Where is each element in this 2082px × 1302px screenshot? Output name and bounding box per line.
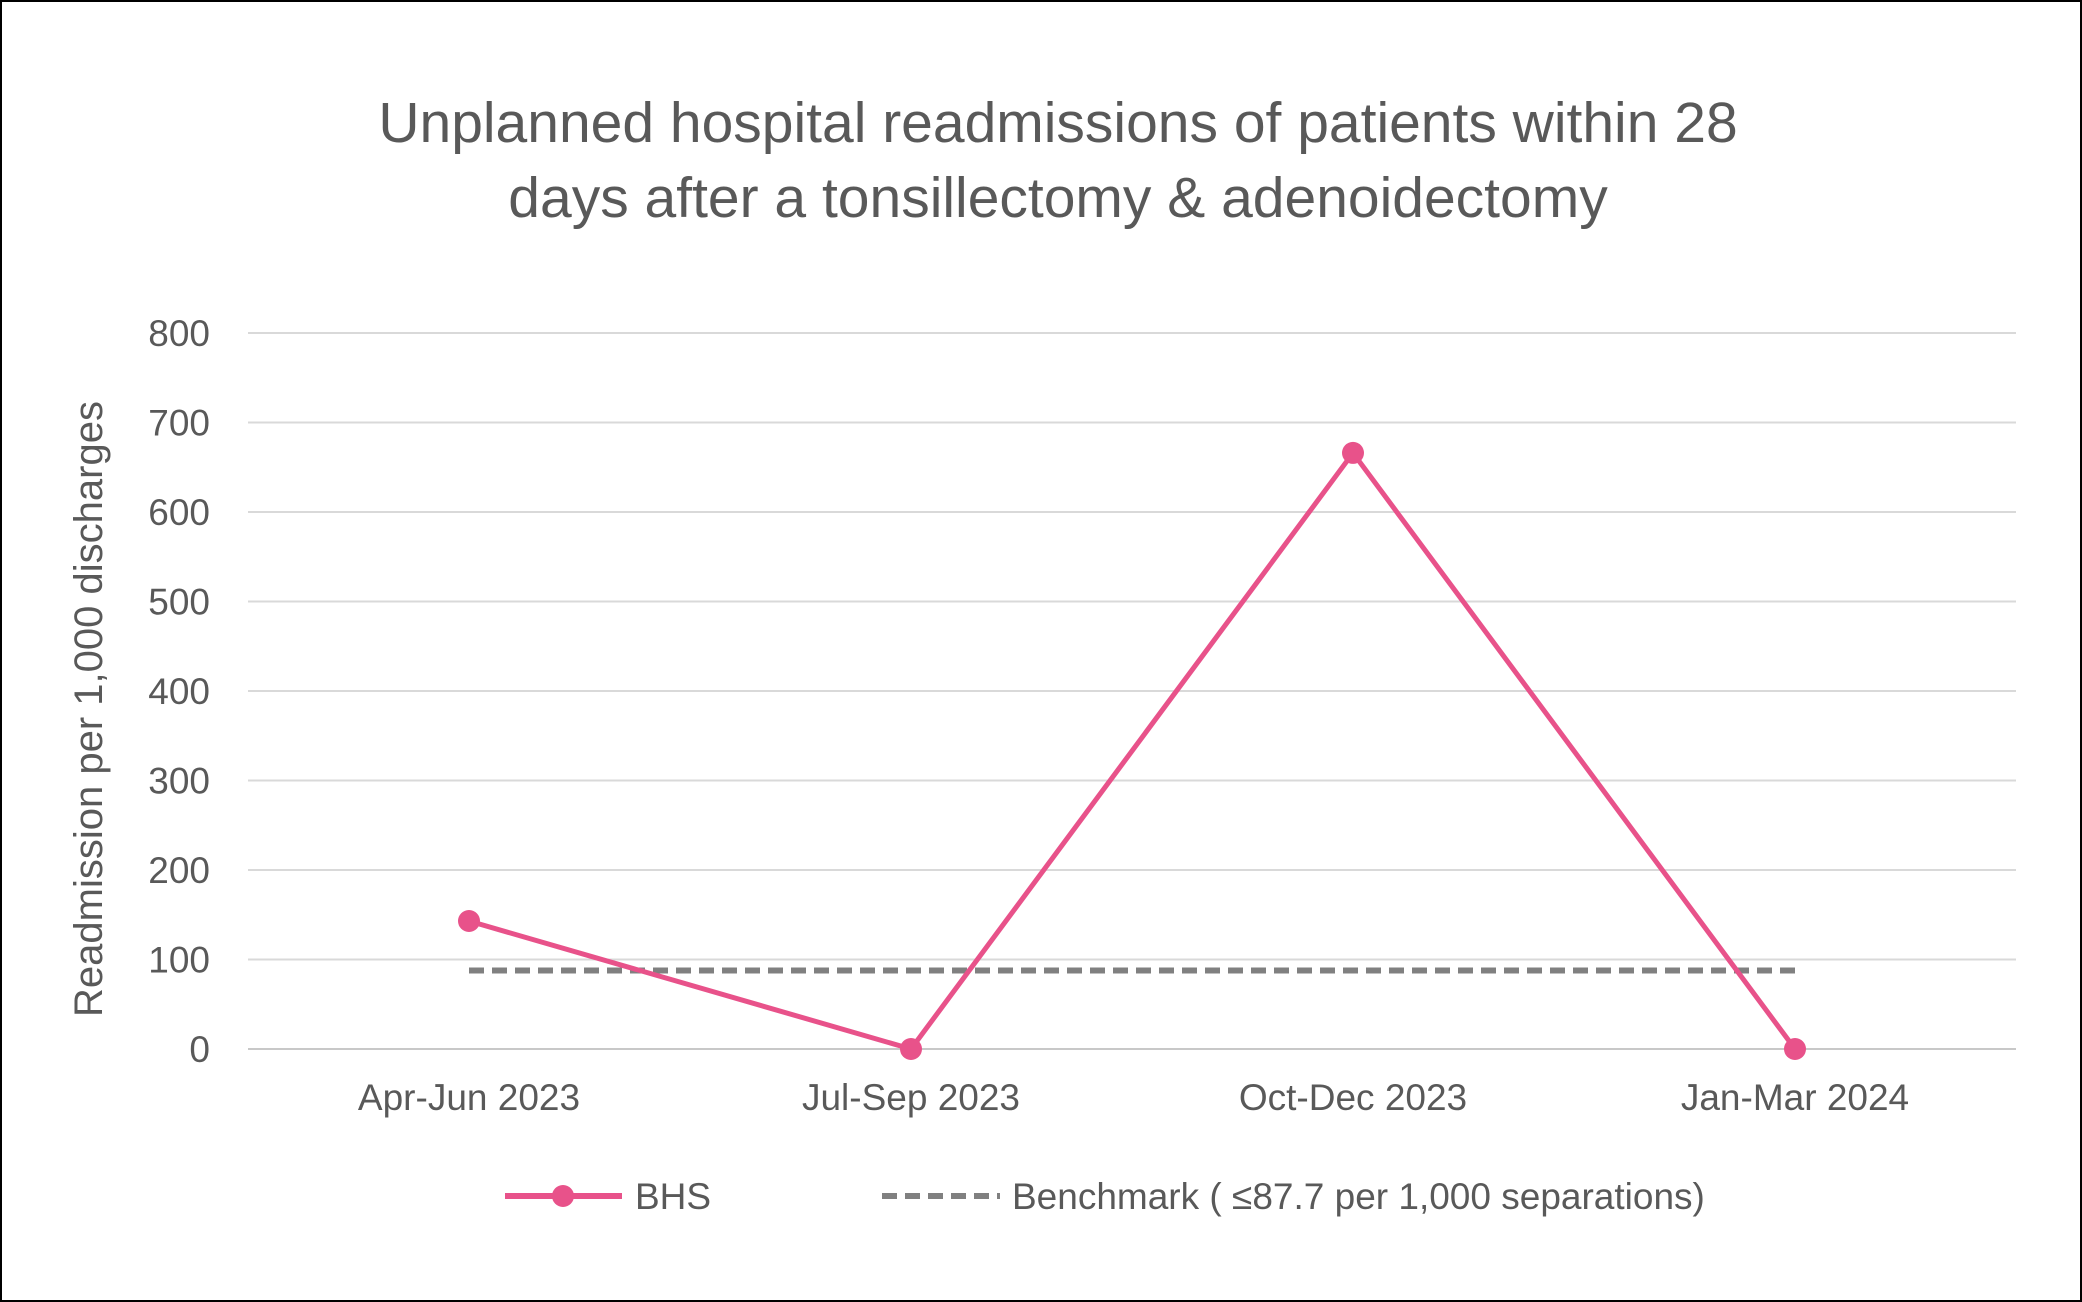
- y-tick-label-700: 700: [148, 403, 210, 444]
- y-tick-label-400: 400: [148, 671, 210, 712]
- legend: BHS Benchmark ( ≤87.7 per 1,000 separati…: [505, 1176, 1705, 1217]
- legend-bhs-label: BHS: [635, 1176, 711, 1217]
- legend-benchmark-label: Benchmark ( ≤87.7 per 1,000 separations): [1012, 1176, 1705, 1217]
- bhs-line: [468, 450, 1798, 1052]
- bhs-point-3: [1342, 441, 1364, 464]
- bhs-point-2: [900, 1038, 922, 1060]
- y-tick-label-200: 200: [148, 850, 210, 891]
- gridlines: [248, 332, 2016, 1050]
- legend-bhs-marker: [552, 1185, 574, 1207]
- x-tick-label-3: Oct-Dec 2023: [1239, 1077, 1467, 1118]
- series-layer: [458, 441, 1806, 1060]
- bhs-point-1: [458, 910, 480, 933]
- chart-title-line-1: Unplanned hospital readmissions of patie…: [378, 91, 1737, 155]
- y-tick-label-0: 0: [189, 1029, 210, 1070]
- y-axis-label: Readmission per 1,000 discharges: [67, 401, 111, 1017]
- chart-title: Unplanned hospital readmissions of patie…: [378, 91, 1737, 230]
- y-tick-label-100: 100: [148, 940, 210, 981]
- x-axis-ticks: Apr-Jun 2023 Jul-Sep 2023 Oct-Dec 2023 Jan-…: [358, 1077, 1909, 1118]
- y-tick-label-300: 300: [148, 761, 210, 802]
- y-tick-label-500: 500: [148, 582, 210, 623]
- y-tick-label-600: 600: [148, 492, 210, 533]
- x-tick-label-1: Apr-Jun 2023: [358, 1077, 580, 1118]
- y-tick-label-800: 800: [148, 313, 210, 354]
- bhs-point-4: [1784, 1038, 1806, 1060]
- y-axis-ticks: 0 100 200 300 400 500 600 700 800: [148, 313, 210, 1070]
- x-tick-label-4: Jan-Mar 2024: [1681, 1077, 1909, 1118]
- chart-title-line-2: days after a tonsillectomy & adenoidecto…: [508, 166, 1608, 230]
- x-tick-label-2: Jul-Sep 2023: [802, 1077, 1020, 1118]
